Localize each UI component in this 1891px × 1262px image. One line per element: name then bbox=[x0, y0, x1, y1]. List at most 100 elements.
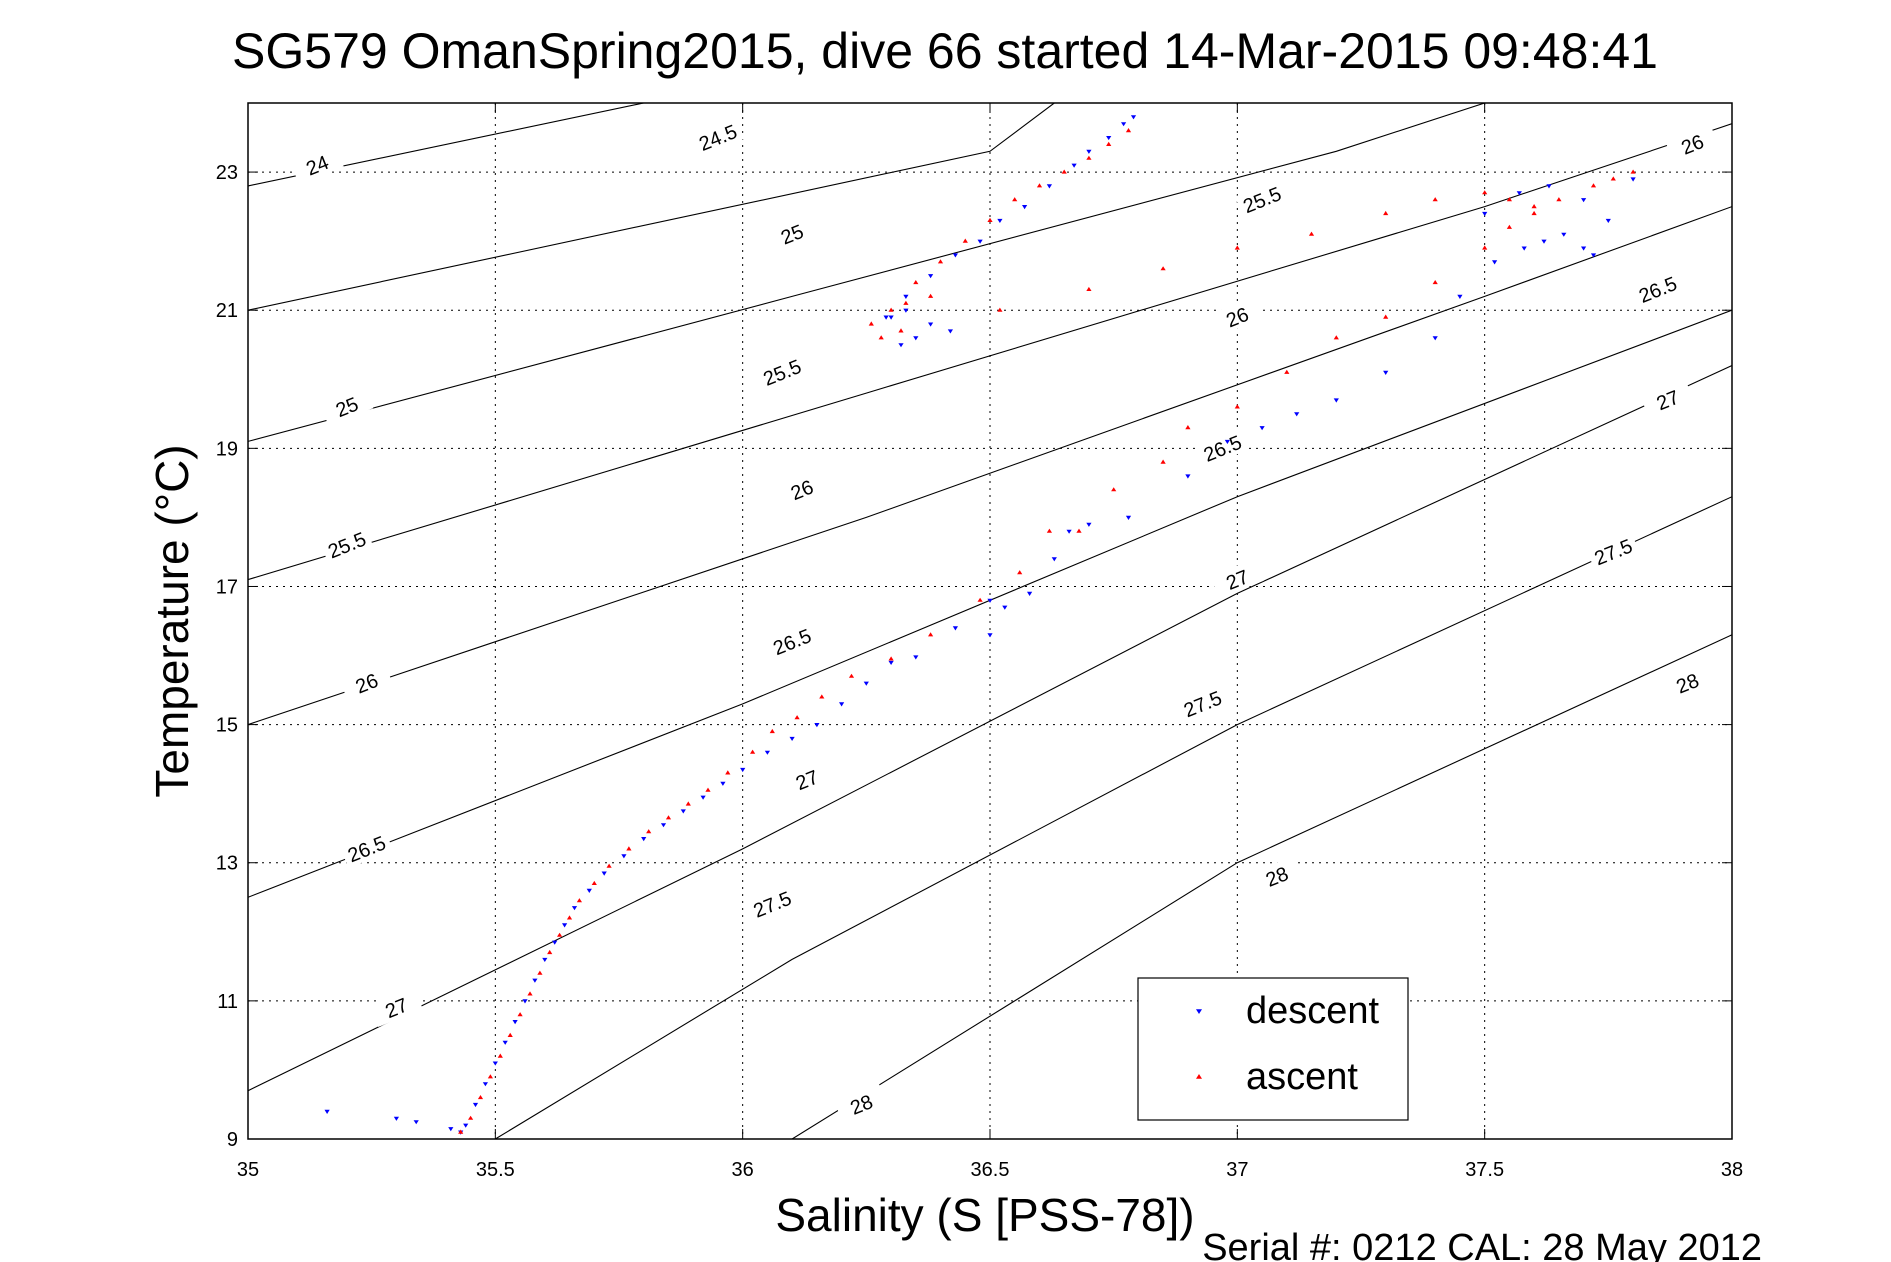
descent-point bbox=[928, 274, 934, 279]
contour-label: 26.5 bbox=[770, 625, 814, 660]
contour-label-bg bbox=[319, 385, 374, 427]
ascent-point bbox=[1432, 280, 1438, 285]
contour-label-group: 26 bbox=[339, 662, 394, 703]
ascent-point bbox=[997, 307, 1003, 312]
descent-point bbox=[913, 655, 919, 660]
ascent-point bbox=[1046, 528, 1052, 533]
descent-point bbox=[512, 1020, 518, 1025]
ascent-point bbox=[527, 991, 533, 996]
contour-label-group: 25.5 bbox=[755, 351, 809, 392]
density-contour-28 bbox=[791, 634, 1732, 1139]
y-tick-label: 21 bbox=[216, 300, 238, 322]
ascent-point bbox=[1432, 197, 1438, 202]
descent-point bbox=[542, 957, 548, 962]
ascent-point bbox=[928, 293, 934, 298]
contour-label-bg bbox=[745, 883, 799, 924]
descent-point bbox=[1022, 205, 1028, 210]
descent-point bbox=[764, 750, 770, 755]
descent-point bbox=[641, 837, 647, 842]
ascent-point bbox=[507, 1032, 513, 1037]
contour-label-bg bbox=[1660, 662, 1714, 703]
contour-label-group: 26.5 bbox=[764, 620, 819, 661]
contour-label-bg bbox=[779, 758, 834, 800]
ascent-point bbox=[1506, 197, 1512, 202]
ascent-point bbox=[878, 335, 884, 340]
contour-label-group: 25 bbox=[764, 213, 819, 254]
contour-label-group: 26 bbox=[774, 468, 829, 509]
ascent-point bbox=[1086, 286, 1092, 291]
y-axis-ticks: 9 11 13 15 17 19 21 23 bbox=[216, 162, 1732, 1151]
chart-title: SG579 OmanSpring2015, dive 66 started 14… bbox=[232, 23, 1658, 79]
descent-point bbox=[1106, 136, 1112, 141]
descent-point bbox=[1066, 529, 1072, 534]
density-contour-24.5 bbox=[248, 103, 1055, 311]
ascent-point bbox=[497, 1053, 503, 1058]
contour-label-group: 27.5 bbox=[1175, 682, 1230, 724]
x-tick-label: 37.5 bbox=[1465, 1159, 1504, 1181]
ascent-point bbox=[1061, 169, 1067, 174]
ascent-point bbox=[1590, 183, 1597, 188]
descent-point bbox=[1121, 122, 1127, 127]
contour-label-group: 25.5 bbox=[1234, 178, 1289, 219]
descent-point bbox=[1071, 163, 1077, 168]
contour-label-bg bbox=[764, 620, 819, 661]
descent-point bbox=[1046, 184, 1052, 189]
ascent-point bbox=[794, 715, 800, 720]
ascent-point bbox=[468, 1115, 474, 1120]
ascent-point bbox=[606, 863, 612, 868]
legend-marker-ascent bbox=[1196, 1074, 1202, 1079]
descent-point bbox=[1590, 253, 1597, 258]
y-tick-label: 19 bbox=[216, 438, 238, 460]
ascent-point bbox=[1531, 210, 1537, 216]
ascent-point bbox=[1234, 404, 1240, 409]
contour-label: 26.5 bbox=[345, 832, 389, 867]
ascent-point bbox=[962, 238, 968, 243]
descent-point bbox=[552, 940, 558, 945]
x-tick-label: 38 bbox=[1721, 1159, 1743, 1181]
contour-label: 25.5 bbox=[325, 528, 369, 563]
descent-point bbox=[1546, 184, 1552, 189]
contour-label-group: 27.5 bbox=[745, 883, 799, 924]
descent-point bbox=[601, 871, 607, 876]
contour-label-group: 26 bbox=[1210, 296, 1264, 337]
contour-label-bg bbox=[1665, 123, 1719, 164]
ascent-point bbox=[1630, 169, 1636, 174]
ascent-point bbox=[1383, 210, 1389, 216]
ascent-point bbox=[576, 898, 582, 903]
contour-label-group: 26.5 bbox=[1195, 427, 1249, 468]
descent-point bbox=[324, 1109, 330, 1114]
contour-label-group: 27 bbox=[779, 758, 834, 800]
contour-label-group: 27 bbox=[369, 986, 423, 1027]
ascent-point bbox=[1160, 266, 1166, 271]
contour-label-group: 26.5 bbox=[1630, 268, 1685, 309]
contour-label-group: 27.5 bbox=[1586, 530, 1640, 572]
contour-label-bg bbox=[1630, 268, 1685, 309]
ascent-point bbox=[750, 749, 756, 754]
contour-label-bg bbox=[764, 213, 819, 254]
descent-point bbox=[839, 702, 845, 707]
density-contour-25.5 bbox=[248, 123, 1732, 581]
contour-label-group: 26 bbox=[1665, 123, 1719, 164]
ascent-point bbox=[1125, 128, 1132, 133]
ascent-point bbox=[868, 321, 874, 326]
ascent-point bbox=[626, 846, 632, 851]
descent-point bbox=[1333, 398, 1339, 403]
ascent-point bbox=[517, 1012, 523, 1017]
y-tick-label: 9 bbox=[227, 1129, 238, 1151]
x-tick-label: 37 bbox=[1226, 1159, 1248, 1181]
descent-point bbox=[562, 923, 568, 928]
descent-point bbox=[660, 823, 667, 828]
x-axis-ticks: 35 35.5 36 36.5 37 37.5 38 bbox=[237, 103, 1743, 1181]
contour-label-bg bbox=[755, 351, 809, 392]
contour-label-group: 27 bbox=[1640, 378, 1695, 420]
contour-label-group: 28 bbox=[1660, 662, 1714, 703]
contour-label: 27.5 bbox=[1592, 535, 1636, 570]
x-tick-label: 35.5 bbox=[476, 1159, 515, 1181]
density-contour-27 bbox=[248, 365, 1732, 1092]
ascent-point bbox=[665, 815, 672, 820]
descent-point bbox=[987, 633, 993, 638]
descent-point bbox=[1086, 522, 1092, 527]
ascent-point bbox=[1036, 183, 1043, 188]
ascent-point bbox=[977, 597, 983, 602]
